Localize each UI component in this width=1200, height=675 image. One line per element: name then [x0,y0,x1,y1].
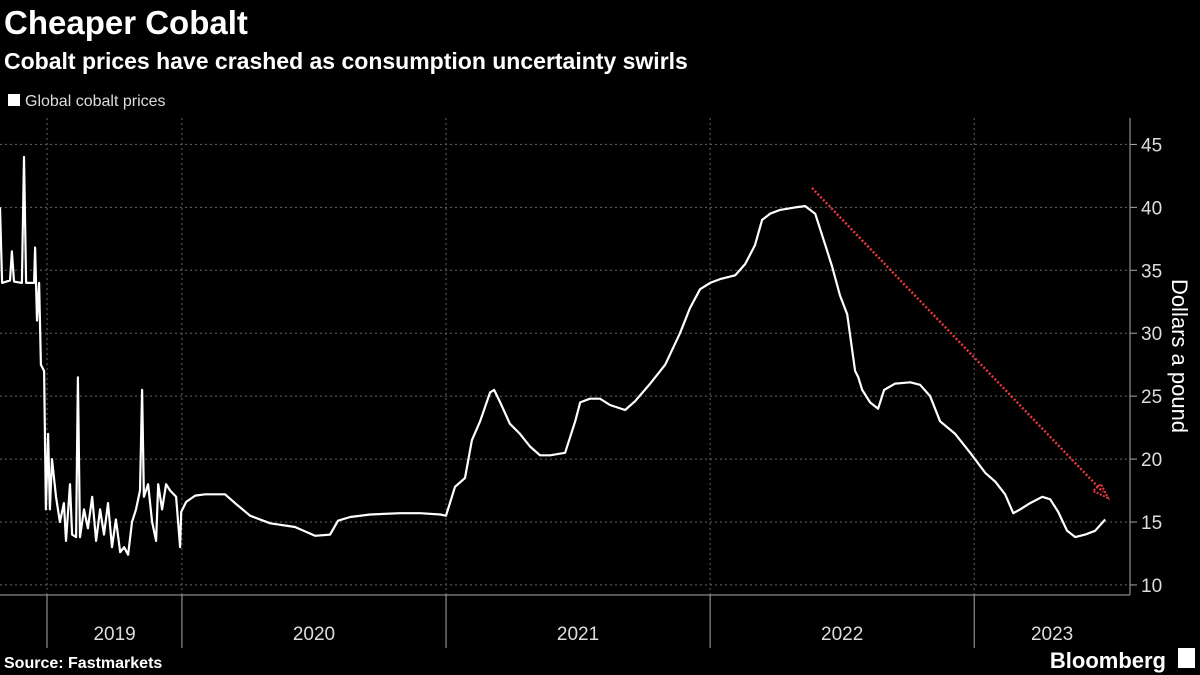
x-tick-label: 2021 [557,624,599,645]
y-tick-label: 25 [1141,387,1162,408]
source-note: Source: Fastmarkets [4,655,162,672]
x-tick-label: 2020 [293,624,335,645]
brand: Bloomberg [1050,648,1166,673]
x-tick-label: 2022 [821,624,863,645]
y-tick-label: 35 [1141,261,1162,282]
y-tick-label: 45 [1141,135,1162,156]
trend-arrowhead [1091,482,1111,501]
y-tick-label: 20 [1141,450,1162,471]
legend-swatch [8,94,20,106]
y-tick-label: 15 [1141,513,1162,534]
y-tick-label: 40 [1141,198,1162,219]
chart-subtitle: Cobalt prices have crashed as consumptio… [4,48,688,74]
brand-icon [1178,648,1195,668]
trend-arrow [811,187,1104,493]
x-tick-label: 2023 [1031,624,1073,645]
y-tick-label: 30 [1141,324,1162,345]
chart-title: Cheaper Cobalt [4,4,248,41]
y-tick-label: 10 [1141,576,1162,597]
legend-label: Global cobalt prices [25,93,166,110]
price-line [0,155,1107,556]
y-axis-label: Dollars a pound [1167,279,1192,433]
x-tick-label: 2019 [93,624,135,645]
